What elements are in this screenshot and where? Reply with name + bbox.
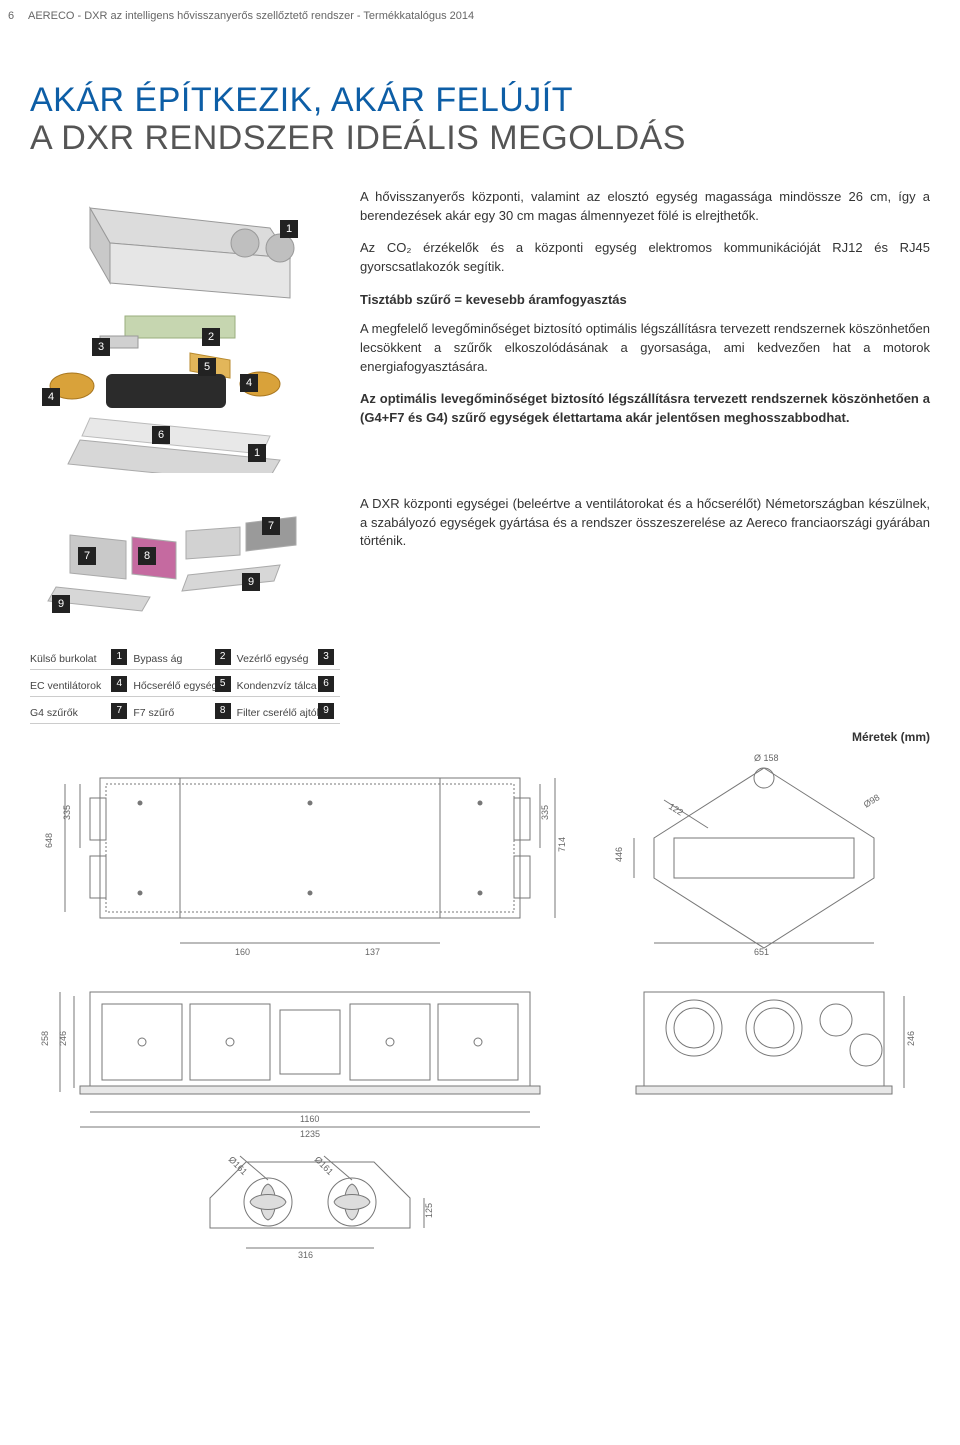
dim-text: 648 bbox=[44, 833, 54, 848]
legend-cell: Külső burkolat1 bbox=[30, 643, 133, 670]
header-text: AERECO - DXR az intelligens hővisszanyer… bbox=[28, 10, 930, 22]
legend-cell: F7 szűrő8 bbox=[133, 696, 236, 723]
intro-text-column: A hővisszanyerős központi, valamint az e… bbox=[360, 188, 930, 473]
exploded-diagram-column: 1 2 3 4 4 5 6 1 bbox=[30, 188, 340, 473]
callout-tag: 9 bbox=[52, 595, 70, 613]
top-view-drawing: 160 137 648 335 335 714 bbox=[30, 748, 590, 958]
sub-heading: Tisztább szűrő = kevesebb áramfogyasztás bbox=[360, 291, 930, 310]
legend-cell: EC ventilátorok4 bbox=[30, 669, 133, 696]
callout-tag: 2 bbox=[202, 328, 220, 346]
dim-text: 137 bbox=[365, 947, 380, 957]
callout-tag: 4 bbox=[42, 388, 60, 406]
dim-text: 122 bbox=[667, 801, 685, 817]
callout-tag: 8 bbox=[138, 547, 156, 565]
dim-text: Ø161 bbox=[227, 1154, 250, 1177]
legend-table: Külső burkolat1 Bypass ág2 Vezérlő egysé… bbox=[30, 643, 340, 724]
intro-paragraph-1: A hővisszanyerős központi, valamint az e… bbox=[360, 188, 930, 226]
block2-paragraph: A DXR központi egységei (beleértve a ven… bbox=[360, 495, 930, 552]
intro-row: 1 2 3 4 4 5 6 1 A hővisszanyerős központi, vala… bbox=[30, 188, 930, 473]
dim-text: 258 bbox=[40, 1031, 50, 1046]
intro-paragraph-2: Az CO₂ érzékelők és a központi egység el… bbox=[360, 239, 930, 277]
legend-cell: Bypass ág2 bbox=[133, 643, 236, 670]
dim-text: 1160 bbox=[300, 1114, 319, 1124]
dimensions-label: Méretek (mm) bbox=[0, 730, 930, 744]
dim-text: 335 bbox=[62, 805, 72, 820]
page-number: 6 bbox=[8, 10, 28, 22]
dim-text: Ø 158 bbox=[754, 753, 779, 763]
dim-text: 316 bbox=[298, 1250, 313, 1260]
technical-drawings: 160 137 648 335 335 714 Ø 158 446 651 12… bbox=[30, 748, 930, 1282]
dim-text: 714 bbox=[557, 837, 567, 852]
callout-tag: 9 bbox=[242, 573, 260, 591]
dim-text: 335 bbox=[540, 805, 550, 820]
dim-text: 160 bbox=[235, 947, 250, 957]
dim-text: 246 bbox=[906, 1031, 916, 1046]
dim-text: 246 bbox=[58, 1031, 68, 1046]
legend-row-3: G4 szűrők7 F7 szűrő8 Filter cserélő ajtó… bbox=[30, 696, 340, 723]
exploded-view-diagram: 1 2 3 4 4 5 6 1 bbox=[30, 188, 340, 473]
callout-tag: 7 bbox=[78, 547, 96, 565]
page-header: 6 AERECO - DXR az intelligens hővisszany… bbox=[0, 0, 960, 28]
dim-text: 125 bbox=[424, 1203, 434, 1218]
dim-text: 1235 bbox=[300, 1129, 320, 1139]
second-block: 7 8 7 9 9 A DXR központi egységei (beleértve… bbox=[30, 495, 930, 625]
callout-tag: 1 bbox=[248, 444, 266, 462]
mid-paragraph-2-bold: Az optimális levegőminőséget biztosító l… bbox=[360, 390, 930, 428]
legend-cell: Kondenzvíz tálca6 bbox=[237, 669, 340, 696]
callout-tag: 5 bbox=[198, 358, 216, 376]
hex-side-drawing: Ø 158 446 651 122 Ø98 bbox=[604, 748, 924, 958]
legend-cell: Vezérlő egység3 bbox=[237, 643, 340, 670]
dim-text: 446 bbox=[614, 847, 624, 862]
end-view-drawing: 246 bbox=[604, 972, 924, 1282]
filters-diagram: 7 8 7 9 9 bbox=[30, 495, 340, 625]
title-block: AKÁR ÉPÍTKEZIK, AKÁR FELÚJÍT A DXR RENDS… bbox=[30, 83, 930, 158]
legend-cell: Filter cserélő ajtók9 bbox=[237, 696, 340, 723]
callout-tag: 7 bbox=[262, 517, 280, 535]
callout-tag: 4 bbox=[240, 374, 258, 392]
block2-text: A DXR központi egységei (beleértve a ven… bbox=[360, 495, 930, 625]
title-line-1: AKÁR ÉPÍTKEZIK, AKÁR FELÚJÍT bbox=[30, 83, 930, 119]
mid-paragraph-1: A megfelelő levegőminőséget biztosító op… bbox=[360, 320, 930, 377]
dim-text: Ø161 bbox=[313, 1154, 336, 1177]
dim-text: 651 bbox=[754, 947, 769, 957]
front-view-drawing: 258 246 1160 1235 bbox=[30, 972, 590, 1282]
legend-row-2: EC ventilátorok4 Hőcserélő egység5 Konde… bbox=[30, 669, 340, 696]
legend-cell: G4 szűrők7 bbox=[30, 696, 133, 723]
callout-tag: 1 bbox=[280, 220, 298, 238]
legend-row-1: Külső burkolat1 Bypass ág2 Vezérlő egysé… bbox=[30, 643, 340, 670]
callout-tag: 3 bbox=[92, 338, 110, 356]
legend-cell: Hőcserélő egység5 bbox=[133, 669, 236, 696]
dim-text: Ø98 bbox=[862, 792, 882, 809]
callout-tag: 6 bbox=[152, 426, 170, 444]
title-line-2: A DXR RENDSZER IDEÁLIS MEGOLDÁS bbox=[30, 119, 930, 158]
